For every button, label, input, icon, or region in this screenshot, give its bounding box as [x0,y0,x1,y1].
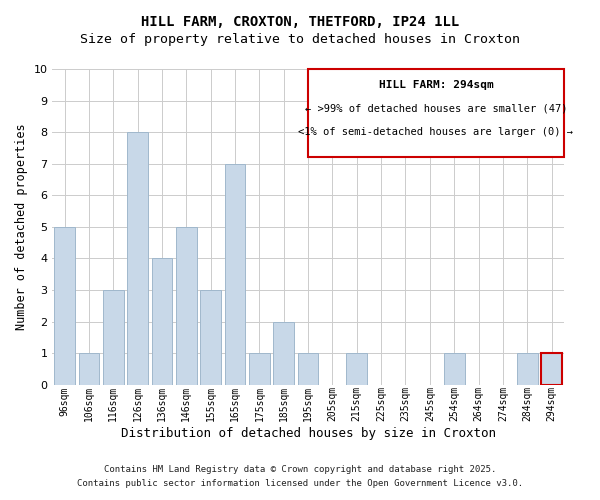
Bar [249,353,270,385]
Text: HILL FARM, CROXTON, THETFORD, IP24 1LL: HILL FARM, CROXTON, THETFORD, IP24 1LL [141,15,459,29]
X-axis label: Distribution of detached houses by size in Croxton: Distribution of detached houses by size … [121,427,496,440]
Bar [444,353,464,385]
Bar [152,258,172,385]
Bar [274,322,294,385]
Bar [79,353,99,385]
Bar [103,290,124,385]
Text: <1% of semi-detached houses are larger (0) →: <1% of semi-detached houses are larger (… [298,128,574,138]
Bar [200,290,221,385]
Text: HILL FARM: 294sqm: HILL FARM: 294sqm [379,80,493,90]
Bar [127,132,148,385]
Bar [176,227,197,385]
Bar [54,227,75,385]
FancyBboxPatch shape [308,69,564,158]
Bar [224,164,245,385]
Bar [298,353,319,385]
Bar [541,353,562,385]
Bar [517,353,538,385]
Text: Size of property relative to detached houses in Croxton: Size of property relative to detached ho… [80,32,520,46]
Text: ← >99% of detached houses are smaller (47): ← >99% of detached houses are smaller (4… [305,104,567,114]
Bar [346,353,367,385]
Text: Contains HM Land Registry data © Crown copyright and database right 2025.
Contai: Contains HM Land Registry data © Crown c… [77,466,523,487]
Y-axis label: Number of detached properties: Number of detached properties [15,124,28,330]
